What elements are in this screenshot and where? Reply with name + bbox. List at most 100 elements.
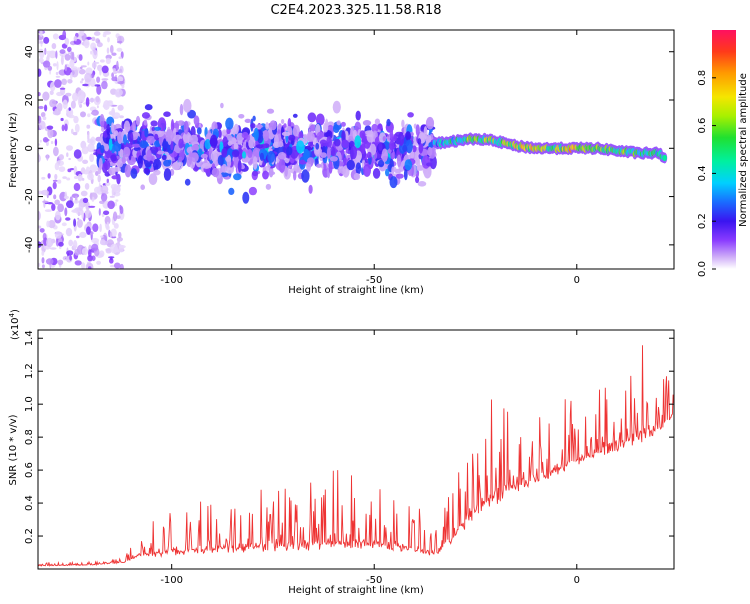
- colorbar: 0.0 0.2 0.4 0.6 0.8 Normalized spectral ampl…: [697, 30, 749, 277]
- spectrogram-blob: [38, 154, 41, 163]
- spectrogram-blob: [154, 133, 159, 140]
- spectrogram-blob: [163, 111, 171, 117]
- spectrogram-blob: [328, 160, 333, 174]
- spectrogram-blob: [81, 262, 86, 269]
- spectrogram-blob: [81, 146, 89, 155]
- spectrogram-blob: [225, 117, 234, 130]
- spectrogram-blob: [78, 68, 86, 75]
- spectrogram-blob: [143, 119, 148, 126]
- spectrogram-blob: [210, 150, 218, 162]
- spectrogram-blob: [366, 130, 374, 143]
- spectrogram-blob: [233, 123, 239, 135]
- spectrogram-blob: [278, 159, 286, 173]
- spectrogram-blob: [116, 70, 121, 74]
- spectrogram-blob: [137, 155, 143, 169]
- spectrogram-blob: [73, 115, 79, 124]
- spectrogram-blob: [105, 182, 111, 186]
- spectrogram-blob: [78, 200, 84, 211]
- spectrogram-blob: [106, 101, 114, 107]
- spectrogram-blob: [362, 120, 372, 126]
- spectrogram-blob: [70, 51, 74, 60]
- spectrogram-blob: [119, 148, 124, 158]
- spectrogram-blob: [277, 129, 281, 134]
- spectrogram-blob: [47, 128, 54, 139]
- snr-y-tick-label: 0.6: [24, 462, 35, 478]
- spectrogram-blob: [57, 259, 64, 266]
- spectrogram-blob: [330, 146, 336, 156]
- spectrogram-y-tick-label: -20: [24, 188, 35, 204]
- spectrogram-blob: [350, 145, 357, 160]
- spectrogram-blob: [161, 154, 167, 161]
- spectrogram-blob: [42, 60, 51, 68]
- spectrogram-blob: [242, 191, 250, 204]
- spectrogram-blob: [372, 168, 381, 179]
- spectrogram-blob: [204, 139, 212, 150]
- spectrogram-blob: [244, 118, 252, 123]
- spectrogram-blob: [217, 155, 224, 166]
- spectrogram-blob: [123, 120, 131, 133]
- spectrogram-blob: [286, 146, 293, 156]
- spectrogram-blob: [107, 37, 110, 43]
- spectrogram-blob: [84, 183, 90, 190]
- snr-panel: -100 -50 0 0.2 0.4 0.6 0.8 1.0 1.2 1.4 Height of …: [8, 309, 675, 596]
- spectrogram-blob: [319, 139, 328, 148]
- spectrogram-blob: [42, 91, 50, 101]
- spectrogram-blob: [139, 140, 149, 149]
- spectrogram-blob: [417, 138, 422, 145]
- spectrogram-blob: [293, 163, 300, 173]
- spectrogram-blob: [233, 142, 239, 151]
- spectrogram-blob: [301, 169, 310, 183]
- spectrogram-blob: [359, 130, 366, 139]
- spectrogram-blob: [107, 200, 115, 210]
- spectrogram-blob: [401, 119, 405, 128]
- spectrogram-blob: [39, 41, 44, 44]
- spectrogram-blob: [153, 126, 162, 131]
- spectrogram-blob: [41, 189, 49, 196]
- spectrogram-blob: [87, 173, 94, 181]
- spectrogram-blob: [341, 139, 350, 149]
- spectrogram-blob: [110, 257, 113, 261]
- spectrogram-blob: [119, 204, 122, 211]
- spectrogram-blob: [41, 257, 45, 264]
- spectrogram-blob: [73, 149, 82, 159]
- spectrogram-blob: [90, 111, 97, 115]
- spectrogram-blob: [89, 77, 96, 87]
- spectrogram-blob: [253, 127, 259, 141]
- spectrogram-blob: [76, 235, 80, 239]
- spectrogram-blob: [55, 50, 58, 59]
- spectrogram-blob: [417, 181, 427, 187]
- spectrogram-blob: [371, 123, 379, 133]
- spectrogram-blob: [67, 46, 72, 53]
- spectrogram-blob: [59, 87, 66, 90]
- spectrogram-blob: [163, 159, 172, 167]
- spectrogram-blob: [255, 144, 264, 149]
- spectrogram-blob: [69, 59, 75, 68]
- spectrogram-blob: [72, 209, 77, 213]
- spectrogram-blob: [99, 200, 105, 204]
- spectrogram-blob: [355, 110, 361, 121]
- spectrogram-blob: [54, 231, 62, 239]
- spectrogram-blob: [113, 223, 119, 229]
- spectrogram-blob: [144, 104, 153, 111]
- spectrogram-blob: [52, 181, 57, 190]
- spectrogram-blob: [76, 219, 83, 228]
- spectrogram-blob: [265, 183, 272, 190]
- spectrogram-blob: [378, 159, 385, 168]
- spectrogram-blob: [50, 140, 54, 145]
- spectrogram-blob: [68, 157, 71, 161]
- spectrogram-blob: [74, 123, 80, 133]
- spectrogram-blob: [86, 36, 92, 40]
- spectrogram-blob: [38, 105, 44, 110]
- spectrogram-blob: [98, 182, 101, 192]
- spectrogram-blob: [183, 98, 192, 113]
- spectrogram-blob: [39, 139, 42, 143]
- snr-scale-close: ): [10, 309, 21, 313]
- colorbar-tick-label: 0.0: [697, 261, 708, 277]
- spectrogram-blob: [149, 146, 159, 154]
- spectrogram-blob: [110, 243, 118, 254]
- snr-xlabel: Height of straight line (km): [288, 585, 424, 596]
- spectrogram-blob: [102, 33, 107, 38]
- spectrogram-blob: [96, 42, 103, 48]
- spectrogram-blob: [162, 140, 169, 149]
- spectrogram-blob: [252, 170, 259, 177]
